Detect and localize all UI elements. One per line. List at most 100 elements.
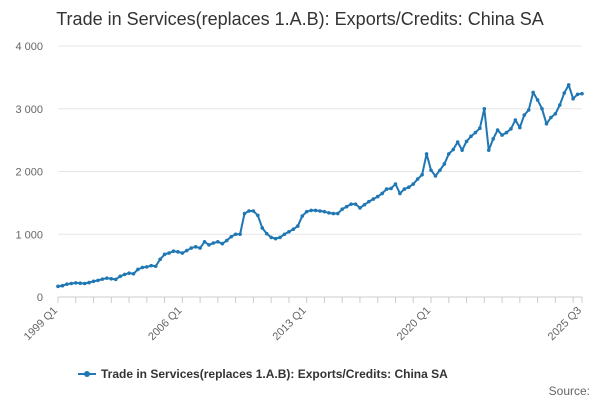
data-point[interactable] (455, 140, 460, 144)
data-point[interactable] (389, 186, 393, 191)
data-point[interactable] (65, 282, 69, 286)
data-point[interactable] (340, 207, 345, 211)
data-point[interactable] (251, 209, 256, 213)
data-point[interactable] (100, 277, 105, 281)
data-point[interactable] (309, 208, 313, 213)
data-point[interactable] (411, 182, 416, 186)
data-point[interactable] (322, 209, 327, 214)
data-point[interactable] (486, 148, 491, 152)
data-point[interactable] (220, 241, 225, 246)
data-point[interactable] (362, 202, 367, 207)
data-point[interactable] (522, 113, 527, 117)
data-point[interactable] (269, 235, 273, 240)
data-point[interactable] (73, 281, 78, 285)
data-point[interactable] (393, 182, 398, 186)
data-point[interactable] (198, 246, 202, 250)
data-point[interactable] (264, 231, 269, 236)
data-point[interactable] (158, 257, 162, 262)
data-point[interactable] (531, 90, 535, 95)
data-point[interactable] (375, 194, 380, 199)
data-point[interactable] (233, 232, 238, 237)
data-point[interactable] (518, 125, 522, 130)
data-point[interactable] (344, 204, 349, 209)
data-point[interactable] (580, 91, 584, 96)
data-point[interactable] (509, 127, 513, 131)
data-point[interactable] (202, 239, 207, 244)
data-point[interactable] (78, 281, 82, 285)
data-point[interactable] (429, 168, 433, 173)
data-point[interactable] (420, 172, 424, 177)
data-point[interactable] (149, 263, 154, 268)
data-point[interactable] (167, 251, 171, 255)
legend[interactable]: Trade in Services(replaces 1.A.B): Expor… (78, 367, 448, 381)
data-point[interactable] (438, 168, 442, 173)
data-point[interactable] (118, 274, 122, 279)
data-point[interactable] (105, 276, 109, 280)
data-point[interactable] (504, 130, 509, 135)
data-point[interactable] (575, 92, 580, 97)
data-point[interactable] (335, 211, 340, 216)
data-point[interactable] (558, 103, 562, 107)
data-point[interactable] (291, 227, 296, 232)
data-point[interactable] (562, 91, 567, 95)
data-point[interactable] (176, 250, 180, 254)
data-point[interactable] (473, 130, 478, 135)
data-point[interactable] (256, 213, 260, 218)
data-point[interactable] (424, 152, 429, 156)
data-point[interactable] (500, 133, 504, 137)
data-point[interactable] (415, 177, 420, 181)
data-point[interactable] (184, 248, 189, 253)
data-point[interactable] (566, 83, 571, 87)
data-point[interactable] (407, 185, 411, 189)
data-point[interactable] (327, 211, 331, 215)
data-point[interactable] (282, 232, 287, 237)
data-point[interactable] (460, 148, 464, 152)
data-point[interactable] (398, 191, 402, 196)
data-point[interactable] (145, 265, 149, 269)
data-point[interactable] (367, 199, 371, 204)
data-point[interactable] (296, 224, 300, 228)
data-point[interactable] (140, 265, 145, 270)
data-point[interactable] (313, 208, 318, 213)
data-point[interactable] (82, 281, 87, 286)
data-point[interactable] (478, 126, 482, 130)
data-point[interactable] (113, 277, 118, 282)
data-point[interactable] (495, 128, 500, 132)
data-point[interactable] (433, 174, 438, 178)
data-point[interactable] (549, 115, 553, 120)
data-point[interactable] (491, 137, 495, 141)
data-point[interactable] (384, 187, 389, 191)
data-point[interactable] (193, 245, 198, 249)
data-point[interactable] (189, 246, 194, 250)
data-point[interactable] (553, 111, 558, 116)
data-point[interactable] (300, 214, 305, 218)
data-point[interactable] (402, 187, 407, 191)
data-point[interactable] (69, 281, 74, 286)
data-point[interactable] (273, 236, 278, 241)
data-point[interactable] (122, 272, 127, 277)
data-point[interactable] (127, 271, 131, 275)
data-point[interactable] (260, 226, 265, 230)
data-point[interactable] (96, 278, 100, 283)
data-point[interactable] (207, 243, 211, 247)
data-point[interactable] (535, 98, 540, 102)
data-point[interactable] (451, 147, 456, 152)
data-point[interactable] (224, 238, 229, 243)
data-point[interactable] (544, 122, 549, 126)
data-point[interactable] (371, 197, 376, 201)
data-point[interactable] (153, 264, 158, 269)
data-point[interactable] (469, 134, 473, 139)
data-point[interactable] (526, 108, 531, 112)
source-label[interactable]: Source: (549, 384, 590, 398)
data-point[interactable] (318, 209, 322, 213)
data-point[interactable] (56, 284, 60, 289)
data-point[interactable] (242, 211, 247, 216)
data-point[interactable] (349, 202, 353, 206)
data-point[interactable] (211, 241, 216, 245)
data-point[interactable] (136, 267, 140, 272)
data-point[interactable] (109, 277, 114, 281)
data-point[interactable] (171, 249, 176, 253)
data-point[interactable] (180, 251, 185, 255)
data-point[interactable] (162, 252, 167, 257)
data-point[interactable] (91, 279, 96, 284)
